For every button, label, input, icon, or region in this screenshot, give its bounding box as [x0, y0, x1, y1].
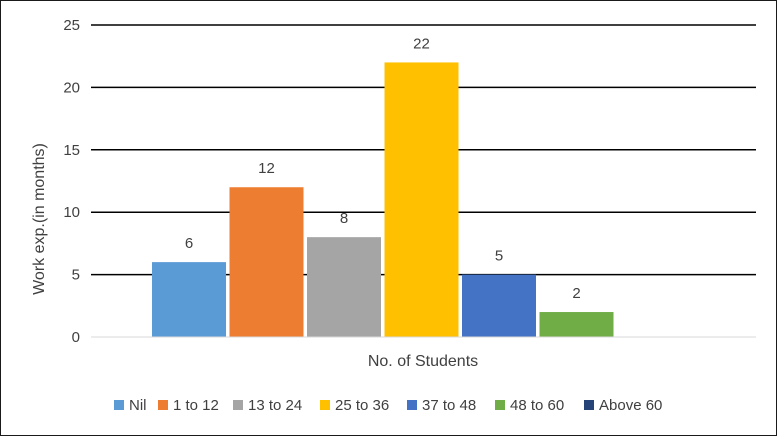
legend-label: Nil: [129, 397, 147, 414]
legend-label: 48 to 60: [510, 397, 564, 414]
data-label: 22: [413, 35, 430, 52]
bars: [152, 62, 614, 337]
data-label: 8: [340, 210, 348, 227]
data-label: 6: [185, 235, 193, 252]
y-tick-label: 20: [63, 79, 80, 96]
bar-25-to-36: [384, 62, 459, 337]
y-tick-label: 5: [72, 267, 80, 284]
y-tick-label: 10: [63, 204, 80, 221]
legend-swatch: [114, 400, 124, 410]
legend-swatch: [320, 400, 330, 410]
y-tick-label: 15: [63, 142, 80, 159]
legend-label: 37 to 48: [422, 397, 476, 414]
legend-label: Above 60: [599, 397, 662, 414]
bar-1-to-12: [229, 187, 304, 337]
bar-48-to-60: [539, 312, 614, 337]
y-axis-title: Work exp.(in months): [31, 143, 48, 295]
data-labels: 6 12 8 22 5 2: [185, 35, 581, 302]
bar-37-to-48: [462, 274, 536, 337]
y-tick-label: 0: [72, 329, 80, 346]
bar-nil: [152, 262, 226, 337]
data-label: 5: [495, 248, 503, 265]
legend-swatch: [495, 400, 505, 410]
legend-swatch: [584, 400, 594, 410]
bar-13-to-24: [307, 237, 381, 337]
legend-swatch: [407, 400, 417, 410]
y-axis-ticks: 0 5 10 15 20 25: [63, 17, 80, 346]
data-label: 12: [258, 160, 275, 177]
legend-label: 1 to 12: [173, 397, 219, 414]
legend-label: 13 to 24: [248, 397, 302, 414]
legend-label: 25 to 36: [335, 397, 389, 414]
data-label: 2: [572, 285, 580, 302]
y-tick-label: 25: [63, 17, 80, 34]
legend-swatch: [158, 400, 168, 410]
legend-swatch: [233, 400, 243, 410]
legend: Nil 1 to 12 13 to 24 25 to 36 37 to 48 48 to …: [114, 397, 662, 414]
x-axis-title: No. of Students: [368, 353, 478, 370]
